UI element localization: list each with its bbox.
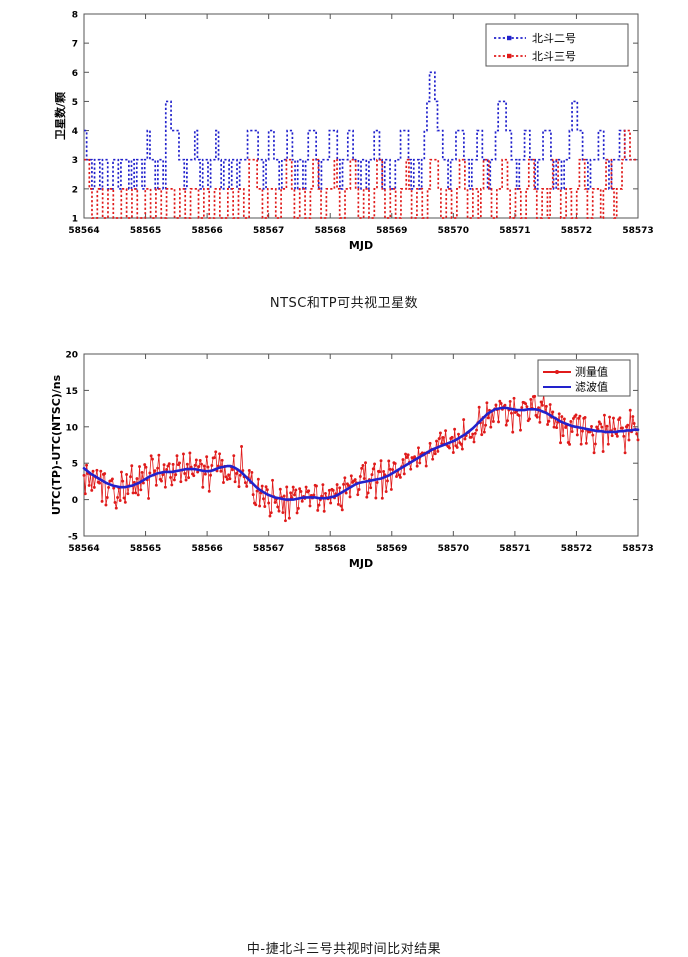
y-axis-title: 卫星数/颗 xyxy=(53,92,67,140)
y-tick-label: 8 xyxy=(72,11,78,21)
y-axis-title: UTC(TP)-UTC(NTSC)/ns xyxy=(50,374,63,515)
legend-label: 滤波值 xyxy=(575,381,608,394)
y-tick-label: 1 xyxy=(72,215,78,225)
x-tick-label: 58571 xyxy=(499,544,530,554)
x-tick-label: 58564 xyxy=(68,544,99,554)
chart-time-transfer: 58564 58565 58566 58567 58568 58569 58570 58571… xyxy=(0,340,688,590)
x-tick-label: 58572 xyxy=(561,226,592,236)
series-beidou-2 xyxy=(84,71,638,190)
satellite-count-plot-area: 58564 58565 58566 58567 58568 58569 58570 58571… xyxy=(53,11,654,253)
series-filtered xyxy=(82,406,640,501)
y-tick-label: 20 xyxy=(65,351,78,361)
time-transfer-plot-area: 58564 58565 58566 58567 58568 58569 58570 58571… xyxy=(50,351,654,571)
series-measured-line xyxy=(83,393,639,521)
x-tick-label: 58566 xyxy=(191,544,222,554)
y-tick-label: 15 xyxy=(65,387,78,397)
legend-label: 北斗三号 xyxy=(532,50,576,63)
x-tick-label: 58569 xyxy=(376,544,407,554)
y-tick-label: -5 xyxy=(68,533,78,543)
y-tick-label: 2 xyxy=(72,185,78,195)
y-tick-label: 4 xyxy=(72,127,78,137)
y-tick-label: 10 xyxy=(65,423,78,433)
x-tick-label: 58570 xyxy=(438,226,469,236)
x-tick-label: 58568 xyxy=(315,226,346,236)
y-tick-label: 7 xyxy=(72,40,78,50)
chart-satellite-count: 58564 58565 58566 58567 58568 58569 58570 58571… xyxy=(0,0,688,290)
figure-satellite-count: 58564 58565 58566 58567 58568 58569 58570 58571… xyxy=(0,0,688,330)
x-tick-label: 58566 xyxy=(191,226,222,236)
series-measured-points xyxy=(82,392,640,523)
x-tick-label: 58571 xyxy=(499,226,530,236)
x-tick-label: 58569 xyxy=(376,226,407,236)
figure-2-caption: 中-捷北斗三号共视时间比对结果 xyxy=(246,942,442,957)
figure-1-caption: NTSC和TP可共视卫星数 xyxy=(269,296,419,311)
x-tick-label: 58572 xyxy=(561,544,592,554)
x-axis-title: MJD xyxy=(349,557,373,570)
y-tick-label: 5 xyxy=(72,98,78,108)
x-tick-label: 58565 xyxy=(130,226,161,236)
x-tick-label: 58573 xyxy=(622,544,653,554)
x-tick-label: 58567 xyxy=(253,226,284,236)
x-tick-label: 58567 xyxy=(253,544,284,554)
legend-label: 测量值 xyxy=(575,366,608,379)
y-tick-label: 0 xyxy=(72,496,78,506)
x-tick-label: 58568 xyxy=(315,544,346,554)
y-tick-label: 5 xyxy=(72,460,78,470)
x-tick-label: 58564 xyxy=(68,226,99,236)
y-tick-label: 6 xyxy=(72,69,78,79)
x-tick-label: 58573 xyxy=(622,226,653,236)
x-axis-title: MJD xyxy=(349,239,373,252)
figure-time-transfer: 58564 58565 58566 58567 58568 58569 58570 58571… xyxy=(0,340,688,957)
y-tick-label: 3 xyxy=(72,156,78,166)
series-beidou-3 xyxy=(84,129,638,219)
x-tick-label: 58570 xyxy=(438,544,469,554)
x-tick-label: 58565 xyxy=(130,544,161,554)
legend-label: 北斗二号 xyxy=(532,32,576,45)
